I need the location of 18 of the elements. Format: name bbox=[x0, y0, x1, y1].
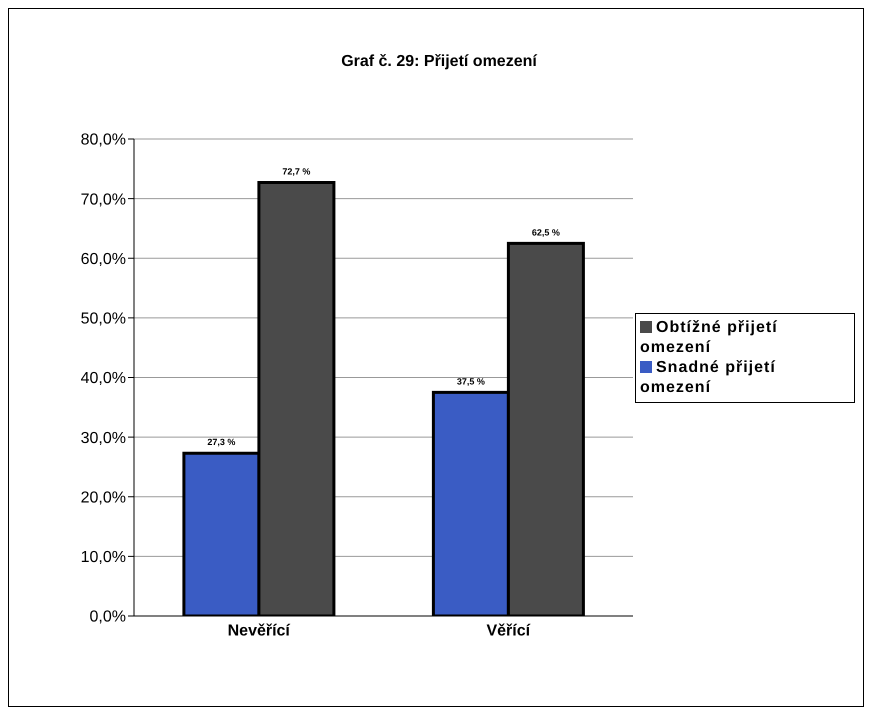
y-tick-label: 0,0% bbox=[90, 608, 126, 626]
data-label: 27,3 % bbox=[207, 437, 236, 448]
x-tick-label: Věřící bbox=[486, 622, 531, 640]
y-tick-label: 40,0% bbox=[80, 370, 126, 388]
y-tick-label: 50,0% bbox=[80, 310, 126, 328]
legend-label: Snadné přijetí omezení bbox=[640, 358, 776, 396]
data-label: 72,7 % bbox=[282, 166, 310, 177]
y-tick-label: 70,0% bbox=[80, 191, 126, 208]
y-tick-label: 80,0% bbox=[80, 132, 126, 149]
y-tick-label: 60,0% bbox=[80, 250, 126, 268]
data-label: 62,5 % bbox=[532, 227, 560, 238]
legend-label: Obtížné přijetí omezení bbox=[640, 318, 778, 356]
y-tick-label: 30,0% bbox=[80, 430, 126, 447]
y-tick-label: 10,0% bbox=[80, 549, 126, 566]
data-label: 37,5 % bbox=[456, 376, 485, 386]
x-tick-label: Nevěřící bbox=[228, 622, 290, 640]
y-tick-label: 20,0% bbox=[80, 489, 126, 506]
chart-title: Graf č. 29: Přijetí omezení bbox=[340, 53, 538, 71]
